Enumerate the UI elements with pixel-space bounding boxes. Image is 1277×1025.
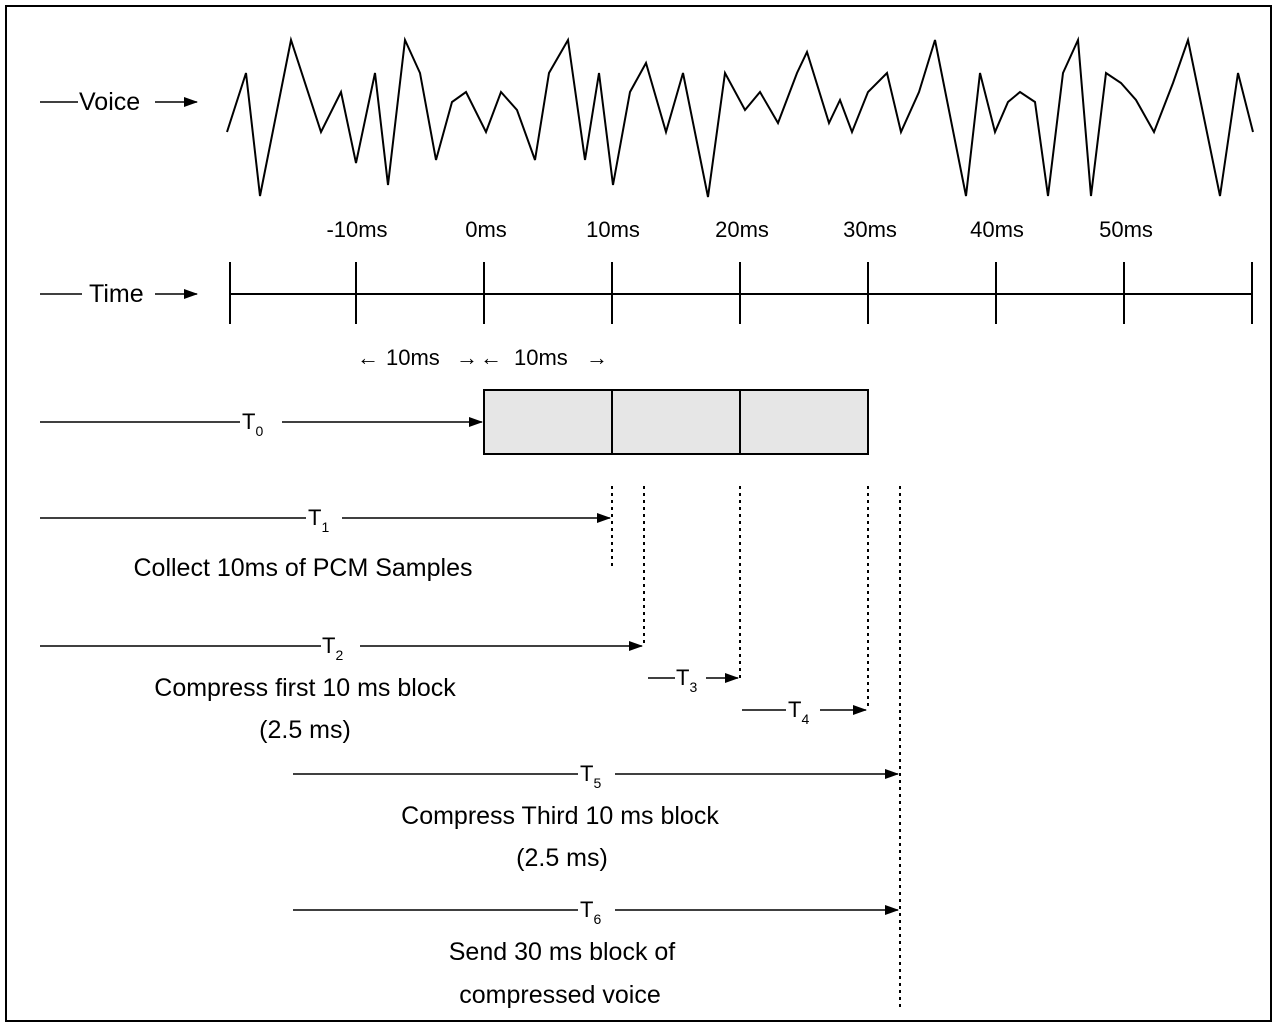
buffer-block <box>611 389 741 455</box>
svg-text:→: → <box>456 345 478 370</box>
time-ticks <box>229 262 1253 324</box>
t6-label: T6 <box>580 897 601 927</box>
t4-label: T4 <box>788 697 809 727</box>
send-caption-2: compressed voice <box>459 981 660 1009</box>
span-markers: ← 10ms → ← 10ms → <box>357 345 608 370</box>
buffer-block <box>739 389 869 455</box>
tick-label: -10ms <box>326 217 387 242</box>
t0-label: T0 <box>242 409 263 439</box>
buffer-blocks <box>483 389 869 455</box>
tick-label: 50ms <box>1099 217 1153 242</box>
compress-first-caption: Compress first 10 ms block <box>154 674 456 702</box>
tick-label: 0ms <box>465 217 507 242</box>
t2-label: T2 <box>322 633 343 663</box>
tick-label: 20ms <box>715 217 769 242</box>
compress-third-caption: Compress Third 10 ms block <box>401 802 719 830</box>
svg-text:←: ← <box>480 345 502 370</box>
svg-text:←: ← <box>357 345 379 370</box>
collect-caption: Collect 10ms of PCM Samples <box>133 554 472 582</box>
time-label: Time <box>89 280 144 308</box>
span-label: 10ms <box>386 345 440 370</box>
svg-text:→: → <box>586 345 608 370</box>
compress-first-duration: (2.5 ms) <box>259 716 351 744</box>
tick-label: 10ms <box>586 217 640 242</box>
tick-label: 30ms <box>843 217 897 242</box>
t5-label: T5 <box>580 761 601 791</box>
dotted-guides <box>611 486 901 1010</box>
voice-label: Voice <box>79 88 140 116</box>
voice-waveform <box>226 36 1254 198</box>
send-caption: Send 30 ms block of <box>449 938 676 966</box>
tick-label: 40ms <box>970 217 1024 242</box>
compress-third-duration: (2.5 ms) <box>516 844 608 872</box>
t1-label: T1 <box>308 505 329 535</box>
t3-label: T3 <box>676 665 697 695</box>
span-label: 10ms <box>514 345 568 370</box>
diagram-frame <box>5 5 1272 1022</box>
buffer-block <box>483 389 613 455</box>
